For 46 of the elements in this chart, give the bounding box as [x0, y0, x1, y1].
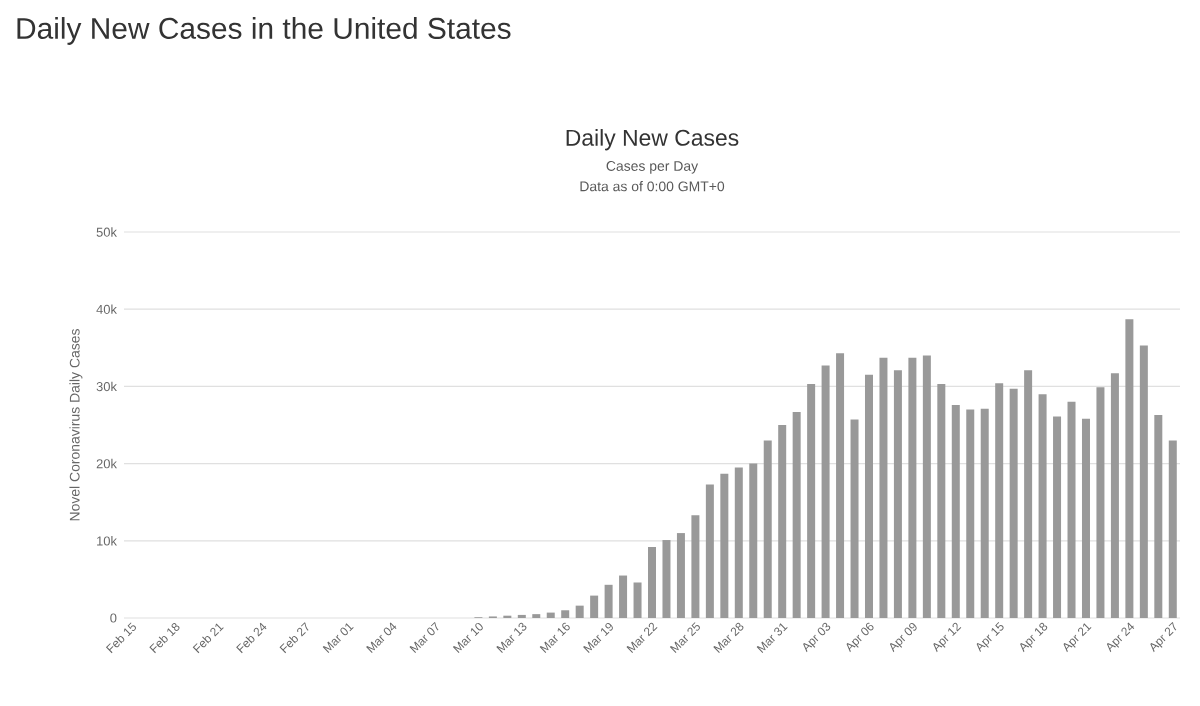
bar — [749, 463, 758, 618]
bar — [604, 584, 613, 618]
bar — [1081, 418, 1090, 618]
bar — [1168, 440, 1177, 618]
bar — [1139, 345, 1148, 618]
bar — [879, 357, 888, 618]
bar — [662, 540, 671, 618]
bar — [691, 515, 700, 618]
bar — [836, 353, 845, 618]
bar — [546, 612, 555, 618]
bar — [937, 384, 946, 618]
bar — [1154, 414, 1163, 618]
bar — [1067, 401, 1076, 618]
bar — [966, 409, 975, 618]
bar — [1038, 394, 1047, 618]
bar — [619, 575, 628, 618]
bar — [676, 533, 685, 618]
bar — [908, 357, 917, 618]
bar — [763, 440, 772, 618]
bar — [1110, 373, 1119, 618]
bar — [951, 404, 960, 618]
bar — [1125, 319, 1134, 618]
bar — [821, 365, 830, 618]
bar — [1053, 416, 1062, 618]
bar — [778, 425, 787, 618]
bar — [734, 467, 743, 618]
chart-subtitle: Daily New Cases — [566, 129, 739, 151]
bar — [561, 610, 570, 618]
bar — [792, 411, 801, 618]
bar — [1009, 388, 1018, 618]
bar — [980, 408, 989, 618]
bar — [720, 473, 729, 618]
bar — [633, 582, 642, 618]
bar — [995, 383, 1004, 618]
chart-title: Daily New Cases in the United States — [17, 17, 511, 45]
bar — [864, 374, 873, 618]
bar — [893, 370, 902, 618]
bar — [850, 419, 859, 618]
bar — [1096, 387, 1105, 618]
bar — [590, 595, 599, 618]
bar — [705, 484, 714, 618]
bar — [922, 355, 931, 618]
bar — [648, 546, 657, 618]
bar — [1024, 370, 1033, 618]
bar — [807, 384, 816, 618]
bar — [575, 605, 584, 618]
